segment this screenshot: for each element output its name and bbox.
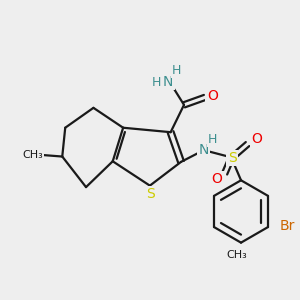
Text: O: O xyxy=(207,89,218,103)
Text: CH₃: CH₃ xyxy=(226,250,247,260)
Text: CH₃: CH₃ xyxy=(22,150,43,160)
Text: S: S xyxy=(146,187,155,201)
Text: N: N xyxy=(163,75,173,89)
Text: O: O xyxy=(251,132,262,146)
Text: N: N xyxy=(199,143,209,157)
Text: H: H xyxy=(208,133,218,146)
Text: Br: Br xyxy=(280,220,295,233)
Text: H: H xyxy=(152,76,161,88)
Text: S: S xyxy=(228,151,236,165)
Text: H: H xyxy=(172,64,181,76)
Text: O: O xyxy=(212,172,222,186)
